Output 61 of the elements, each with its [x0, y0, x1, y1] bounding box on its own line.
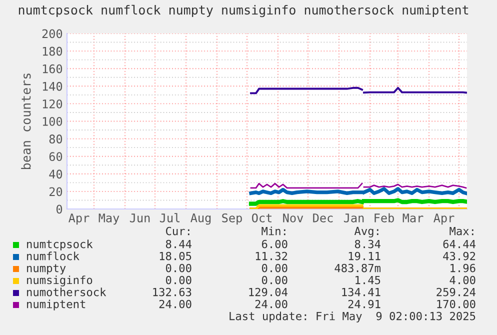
text: 8.44 [166, 240, 192, 248]
y-tick-label: 120 [42, 99, 62, 108]
text: 0.00 [262, 264, 288, 272]
x-tick-label: Nov [283, 214, 304, 222]
chart-title: numtcpsock numflock numpty numsiginfo numothersock numiptent [18, 4, 468, 18]
text: 24.00 [159, 300, 192, 308]
legend-label: numpty [27, 264, 66, 274]
text: 1.96 [450, 264, 476, 272]
text: 6.00 [262, 240, 288, 248]
y-tick-label: 140 [42, 82, 62, 91]
text: 170.00 [437, 300, 476, 308]
y-axis-title: bean counters [21, 74, 31, 169]
text: 11.32 [256, 252, 288, 260]
legend-label: numsiginfo [27, 276, 92, 286]
x-tick-label: Feb [374, 213, 394, 222]
legend-label: numiptent [27, 300, 86, 310]
text: 0.00 [262, 276, 288, 284]
y-tick-label: 0 [56, 204, 62, 214]
text: Avg: [354, 226, 378, 238]
text: 19.11 [348, 252, 380, 260]
y-tick-label: 180 [42, 46, 62, 56]
text: 0.00 [166, 264, 192, 272]
x-tick-label: Jul [160, 213, 180, 222]
text: Max: [450, 226, 474, 236]
text: 18.05 [160, 252, 192, 260]
text: 4.00 [450, 276, 476, 284]
y-tick-label: 20 [49, 187, 62, 196]
text: Last update: Fri May 9 02:00:13 2025 [230, 312, 476, 322]
text: 43.92 [443, 252, 476, 260]
legend-label: numflock [27, 252, 80, 260]
legend-label: numothersock [27, 288, 106, 296]
y-tick-label: 60 [49, 152, 62, 162]
x-tick-label: Jan [344, 214, 364, 222]
text: 259.24 [436, 288, 476, 296]
text: Cur: [166, 226, 190, 236]
text: 132.63 [153, 288, 192, 296]
text: 483.87m [334, 264, 380, 272]
y-tick-label: 40 [49, 170, 62, 179]
text: 8.34 [354, 240, 380, 248]
text: 64.44 [443, 240, 476, 248]
x-tick-label: Dec [313, 214, 333, 222]
y-tick-label: 100 [42, 117, 62, 126]
x-tick-label: Apr [68, 214, 90, 225]
x-tick-label: Oct [252, 213, 272, 222]
y-tick-label: 160 [42, 64, 62, 74]
text: 24.91 [348, 300, 380, 308]
text: 134.41 [342, 288, 380, 296]
x-tick-label: Apr [434, 214, 454, 225]
x-tick-label: Sep [222, 213, 242, 225]
x-tick-label: Aug [190, 214, 211, 225]
text: 0.00 [166, 276, 192, 284]
text: 24.00 [255, 300, 288, 308]
text: Min: [262, 226, 286, 236]
text: 129.04 [249, 288, 288, 296]
legend-label: numtcpsock [27, 240, 93, 250]
y-tick-label: 80 [49, 134, 62, 144]
x-tick-label: Jun [130, 214, 150, 222]
y-tick-label: 200 [42, 29, 62, 38]
x-tick-label: Mar [402, 214, 424, 222]
x-tick-label: May [98, 214, 120, 225]
text: 1.45 [356, 276, 380, 284]
